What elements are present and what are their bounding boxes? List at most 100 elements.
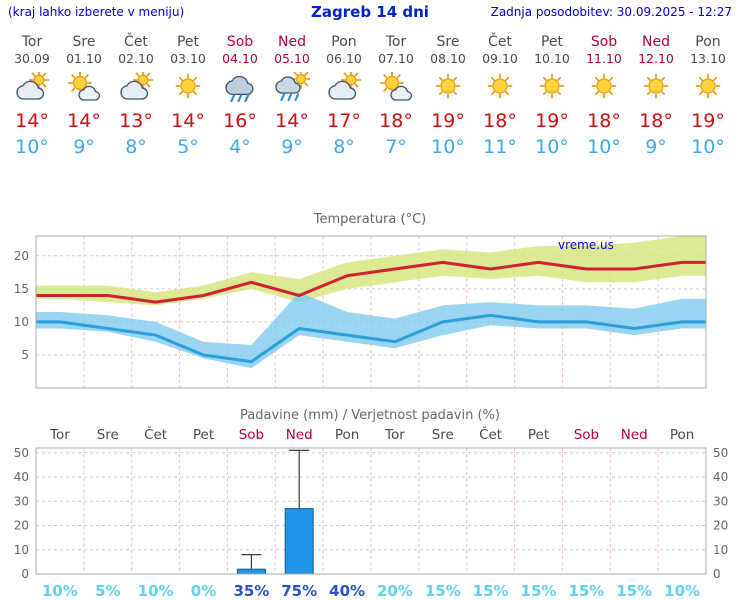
day-column[interactable]: Pon 06.10 17° 8° — [318, 26, 370, 168]
precip-probability: 15% — [473, 582, 509, 600]
y-tick-label-left: 0 — [21, 567, 29, 581]
y-tick-label-left: 30 — [14, 494, 29, 508]
watermark: vreme.us — [558, 238, 614, 252]
day-label: Sre — [432, 427, 454, 443]
day-column[interactable]: Sob 11.10 18° 10° — [578, 26, 630, 168]
day-name: Čet — [488, 34, 512, 50]
day-column[interactable]: Ned 12.10 18° 9° — [630, 26, 682, 168]
day-name: Tor — [385, 34, 407, 50]
weather-icon-wrap — [318, 69, 370, 106]
page-title: Zagreb 14 dni — [311, 3, 429, 21]
sun-icon — [643, 73, 669, 99]
low-temp: 8° — [125, 136, 147, 158]
precip-probability: 5% — [95, 582, 120, 600]
day-name: Sre — [436, 34, 460, 50]
precip-probability: 10% — [42, 582, 78, 600]
sun-icon — [435, 73, 461, 99]
day-column[interactable]: Sre 08.10 19° 10° — [422, 26, 474, 168]
day-date: 11.10 — [586, 51, 622, 66]
high-temp: 18° — [483, 110, 517, 132]
day-column[interactable]: Čet 02.10 13° 8° — [110, 26, 162, 168]
y-tick-label: 10 — [14, 315, 29, 329]
high-temp: 14° — [67, 110, 101, 132]
y-tick-label-right: 50 — [713, 446, 728, 460]
day-label: Sob — [574, 427, 599, 443]
min-temperature-line — [36, 313, 706, 364]
day-name: Pet — [540, 34, 564, 50]
day-column[interactable]: Pet 03.10 14° 5° — [162, 26, 214, 168]
sun-icon — [591, 73, 617, 99]
day-column[interactable]: Tor 07.10 18° 7° — [370, 26, 422, 168]
day-column[interactable]: Tor 30.09 14° 10° — [6, 26, 58, 168]
low-temp: 5° — [177, 136, 199, 158]
low-temp: 10° — [15, 136, 49, 158]
precip-bar — [236, 568, 266, 575]
day-label: Čet — [479, 426, 502, 443]
high-temp: 19° — [431, 110, 465, 132]
day-label: Pet — [193, 427, 214, 443]
day-label: Pet — [528, 427, 549, 443]
day-label: Pon — [670, 427, 694, 443]
sun-icon — [175, 73, 201, 99]
precip-probability: 15% — [425, 582, 461, 600]
y-tick-label-right: 40 — [713, 470, 728, 484]
precip-probability: 20% — [377, 582, 413, 600]
day-column[interactable]: Ned 05.10 14° 9° — [266, 26, 318, 168]
precip-probability: 10% — [664, 582, 700, 600]
day-date: 30.09 — [14, 51, 50, 66]
precipitation-chart: Tor Sre Čet Pet Sob Ned Pon Tor Sre Čet Pet Sob Ned P… — [14, 425, 729, 600]
weather-icon-wrap — [214, 72, 266, 106]
forecast-strip: Tor 30.09 14° 10° Sre 01.10 14° 9° Čet 02.10 13° 8°… — [0, 26, 740, 168]
low-temp: 4° — [229, 136, 251, 158]
high-temp: 17° — [327, 110, 361, 132]
day-date: 04.10 — [222, 51, 258, 66]
day-label: Sob — [239, 427, 264, 443]
cloud-sun-icon — [120, 69, 154, 100]
weather-icon-wrap — [682, 72, 734, 106]
day-label: Tor — [49, 427, 70, 443]
day-name: Sob — [226, 34, 254, 50]
day-column[interactable]: Pon 13.10 19° 10° — [682, 26, 734, 168]
sun-icon — [695, 73, 721, 99]
weather-icon-wrap — [370, 71, 422, 106]
sun-cloud-icon — [380, 71, 413, 101]
high-temp: 18° — [587, 110, 621, 132]
weather-icon-wrap — [58, 71, 110, 106]
precip-probability: 10% — [138, 582, 174, 600]
temperature-chart: 5 10 15 20 vreme.us — [14, 235, 707, 389]
day-column[interactable]: Čet 09.10 18° 11° — [474, 26, 526, 168]
day-name: Sre — [72, 34, 96, 50]
sun-cloud-icon — [68, 71, 101, 101]
day-label: Ned — [286, 427, 313, 443]
temperature-section: Temperatura (°C) 5 10 15 20 vreme.us — [0, 210, 740, 402]
high-temp: 19° — [535, 110, 569, 132]
precip-probability: 40% — [329, 582, 365, 600]
day-date: 13.10 — [690, 51, 726, 66]
precip-probability: 15% — [568, 582, 604, 600]
day-column[interactable]: Sob 04.10 16° 4° — [214, 26, 266, 168]
header: (kraj lahko izberete v meniju) Zagreb 14… — [0, 0, 740, 26]
weather-icon-wrap — [110, 69, 162, 106]
y-tick-label: 20 — [14, 249, 29, 263]
plot-border — [35, 447, 707, 575]
sun-icon — [539, 73, 565, 99]
day-column[interactable]: Sre 01.10 14° 9° — [58, 26, 110, 168]
day-date: 09.10 — [482, 51, 518, 66]
high-temp: 16° — [223, 110, 257, 132]
weather-icon-wrap — [526, 72, 578, 106]
menu-hint: (kraj lahko izberete v meniju) — [8, 5, 185, 19]
high-temp: 14° — [15, 110, 49, 132]
rain-icon — [225, 75, 254, 103]
day-column[interactable]: Pet 10.10 19° 10° — [526, 26, 578, 168]
high-temp: 18° — [639, 110, 673, 132]
day-date: 12.10 — [638, 51, 674, 66]
day-date: 01.10 — [66, 51, 102, 66]
rain-sun-icon — [275, 69, 311, 102]
y-tick-label-left: 20 — [14, 519, 29, 533]
y-tick-label-right: 10 — [713, 543, 728, 557]
sun-icon — [487, 73, 513, 99]
day-name: Tor — [21, 34, 43, 50]
low-temp: 10° — [431, 136, 465, 158]
low-temp: 11° — [483, 136, 517, 158]
